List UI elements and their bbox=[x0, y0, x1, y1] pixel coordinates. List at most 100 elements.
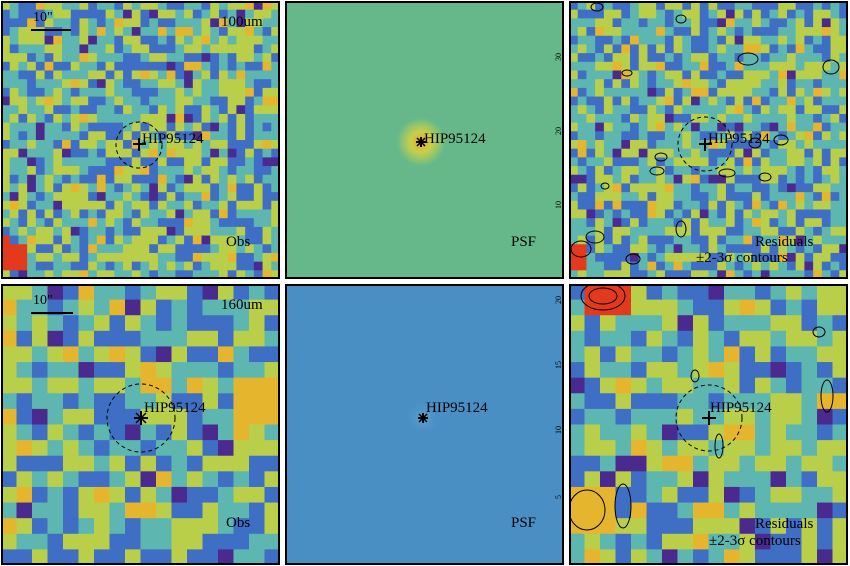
map-pixel bbox=[647, 261, 657, 271]
map-pixel bbox=[27, 61, 37, 72]
map-pixel bbox=[201, 218, 211, 228]
map-pixel bbox=[586, 174, 596, 185]
map-pixel bbox=[734, 131, 744, 141]
map-pixel bbox=[210, 218, 220, 228]
map-pixel bbox=[717, 244, 727, 254]
map-pixel bbox=[62, 27, 72, 37]
map-pixel bbox=[53, 87, 63, 98]
map-pixel bbox=[708, 424, 725, 441]
map-pixel bbox=[32, 284, 49, 301]
map-pixel bbox=[227, 218, 238, 228]
map-pixel bbox=[646, 284, 663, 301]
map-pixel bbox=[70, 166, 81, 176]
map-pixel bbox=[18, 35, 28, 46]
map-pixel bbox=[646, 393, 663, 410]
map-pixel bbox=[739, 533, 756, 550]
map-pixel bbox=[770, 549, 787, 565]
map-pixel bbox=[786, 252, 797, 263]
map-pixel bbox=[769, 1, 779, 11]
map-pixel bbox=[96, 27, 107, 37]
map-pixel bbox=[62, 244, 72, 254]
map-pixel bbox=[734, 244, 744, 254]
map-pixel bbox=[821, 53, 832, 63]
map-pixel bbox=[584, 486, 601, 504]
map-pixel bbox=[760, 87, 771, 98]
map-pixel bbox=[647, 9, 657, 19]
map-pixel bbox=[725, 131, 736, 141]
map-pixel bbox=[249, 455, 266, 472]
map-pixel bbox=[32, 486, 49, 504]
map-pixel bbox=[175, 218, 185, 228]
map-pixel bbox=[218, 70, 229, 80]
map-pixel bbox=[245, 1, 255, 11]
map-pixel bbox=[94, 299, 111, 316]
map-pixel bbox=[821, 244, 832, 254]
map-pixel bbox=[218, 9, 229, 19]
map-pixel bbox=[586, 183, 596, 193]
map-pixel bbox=[218, 252, 229, 263]
map-pixel bbox=[603, 70, 614, 80]
map-pixel bbox=[166, 140, 176, 150]
map-pixel bbox=[63, 408, 80, 426]
map-pixel bbox=[70, 18, 81, 28]
map-pixel bbox=[569, 455, 586, 472]
map-pixel bbox=[603, 218, 614, 228]
map-pixel bbox=[770, 284, 787, 301]
map-pixel bbox=[646, 377, 663, 394]
map-pixel bbox=[202, 315, 219, 332]
map-pixel bbox=[638, 9, 649, 19]
map-pixel bbox=[1, 244, 11, 254]
map-pixel bbox=[739, 424, 756, 441]
map-pixel bbox=[88, 270, 98, 279]
map-pixel bbox=[778, 174, 788, 185]
map-pixel bbox=[79, 105, 89, 115]
map-pixel bbox=[271, 96, 280, 106]
map-pixel bbox=[227, 79, 238, 89]
map-pixel bbox=[569, 270, 579, 279]
map-pixel bbox=[770, 518, 787, 535]
map-pixel bbox=[53, 61, 63, 72]
map-pixel bbox=[752, 192, 762, 202]
map-pixel bbox=[647, 166, 657, 176]
map-pixel bbox=[96, 96, 107, 106]
map-pixel bbox=[218, 192, 229, 202]
map-pixel bbox=[691, 61, 701, 72]
map-pixel bbox=[801, 299, 818, 316]
map-pixel bbox=[192, 183, 203, 193]
map-pixel bbox=[9, 140, 20, 150]
map-pixel bbox=[218, 440, 235, 457]
map-pixel bbox=[801, 315, 818, 332]
map-pixel bbox=[227, 44, 238, 54]
map-pixel bbox=[94, 408, 111, 426]
map-pixel bbox=[769, 148, 779, 158]
map-pixel bbox=[638, 157, 649, 167]
map-pixel bbox=[569, 502, 586, 519]
map-pixel bbox=[114, 192, 124, 202]
map-pixel bbox=[662, 424, 679, 441]
map-pixel bbox=[140, 148, 150, 158]
map-pixel bbox=[192, 140, 203, 150]
map-pixel bbox=[664, 174, 675, 185]
map-pixel bbox=[88, 113, 98, 124]
map-pixel bbox=[769, 27, 779, 37]
map-pixel bbox=[631, 486, 648, 504]
map-pixel bbox=[262, 44, 272, 54]
map-pixel bbox=[603, 96, 614, 106]
map-pixel bbox=[646, 408, 663, 426]
map-pixel bbox=[752, 157, 762, 167]
map-pixel bbox=[586, 105, 596, 115]
map-pixel bbox=[53, 209, 63, 219]
map-pixel bbox=[236, 87, 246, 98]
map-pixel bbox=[584, 549, 601, 565]
map-pixel bbox=[577, 79, 588, 89]
map-pixel bbox=[755, 362, 772, 379]
map-pixel bbox=[114, 131, 124, 141]
map-pixel bbox=[227, 122, 238, 132]
map-pixel bbox=[131, 27, 142, 37]
map-pixel bbox=[156, 471, 173, 488]
map-pixel bbox=[708, 27, 718, 37]
map-pixel bbox=[621, 157, 631, 167]
map-pixel bbox=[62, 226, 72, 237]
map-pixel bbox=[569, 252, 579, 263]
map-pixel bbox=[227, 140, 238, 150]
